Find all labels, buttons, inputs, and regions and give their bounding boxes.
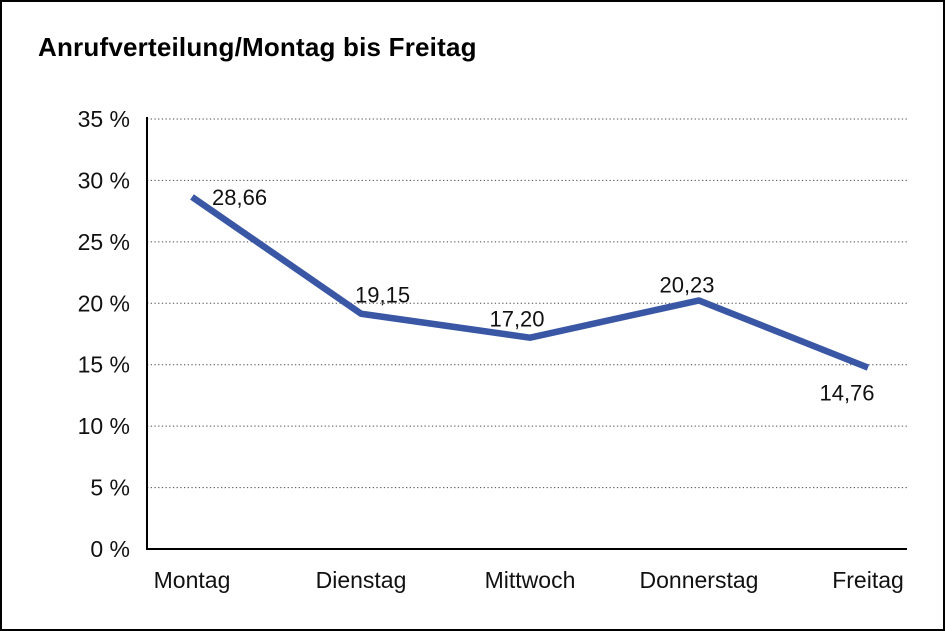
data-point-label: 17,20 bbox=[489, 307, 544, 332]
x-axis-label: Mittwoch bbox=[485, 567, 576, 593]
y-tick-label: 35 % bbox=[78, 106, 130, 132]
y-tick-label: 25 % bbox=[78, 229, 130, 255]
y-tick-label: 15 % bbox=[78, 352, 130, 378]
x-axis-label: Freitag bbox=[832, 567, 904, 593]
y-tick-label: 30 % bbox=[78, 167, 130, 193]
y-tick-label: 20 % bbox=[78, 290, 130, 316]
series-line bbox=[190, 194, 870, 371]
y-tick-label: 5 % bbox=[90, 475, 130, 501]
y-tick-label: 10 % bbox=[78, 413, 130, 439]
data-point-label: 28,66 bbox=[212, 185, 267, 210]
data-point-label: 14,76 bbox=[819, 381, 874, 406]
x-axis-label: Dienstag bbox=[316, 567, 407, 593]
data-point-label: 20,23 bbox=[659, 272, 714, 297]
x-axis-label: Donnerstag bbox=[640, 567, 759, 593]
data-point-label: 19,15 bbox=[355, 283, 410, 308]
chart-title: Anrufverteilung/Montag bis Freitag bbox=[38, 32, 477, 62]
y-tick-label: 0 % bbox=[90, 536, 130, 562]
x-axis-label: Montag bbox=[154, 567, 231, 593]
